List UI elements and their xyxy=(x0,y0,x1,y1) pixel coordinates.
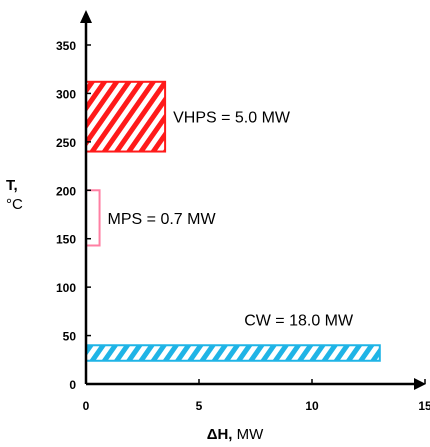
x-axis-title: ΔH, MW xyxy=(0,426,430,443)
y-tick-label-350: 350 xyxy=(56,39,76,53)
x-axis-arrow xyxy=(414,378,426,390)
x-tick-label-0: 0 xyxy=(83,399,90,413)
x-tick-label-10: 10 xyxy=(305,399,319,413)
y-tick-label-100: 100 xyxy=(56,281,76,295)
y-tick-label-150: 150 xyxy=(56,233,76,247)
y-tick-label-200: 200 xyxy=(56,184,76,198)
series-label-mps: MPS = 0.7 MW xyxy=(108,211,217,228)
y-tick-label-50: 50 xyxy=(63,330,77,344)
series-bar-vhps xyxy=(85,80,167,153)
y-tick-label-300: 300 xyxy=(56,87,76,101)
x-tick-label-15: 15 xyxy=(418,399,430,413)
series-bar-cw xyxy=(85,344,381,362)
x-axis-title-unit: MW xyxy=(236,426,264,443)
series-label-cw: CW = 18.0 MW xyxy=(244,312,354,329)
series-label-vhps: VHPS = 5.0 MW xyxy=(173,110,291,127)
y-axis-title-unit: °C xyxy=(6,196,23,213)
y-axis-arrow xyxy=(80,10,92,23)
series-bar-mps xyxy=(85,189,101,247)
x-tick-label-5: 5 xyxy=(196,399,203,413)
y-tick-label-250: 250 xyxy=(56,136,76,150)
y-axis-title: T, °C xyxy=(6,176,23,214)
y-tick-label-0: 0 xyxy=(69,378,76,392)
x-axis-title-symbol: ΔH, xyxy=(206,426,233,443)
y-axis-title-symbol: T, xyxy=(6,177,18,194)
